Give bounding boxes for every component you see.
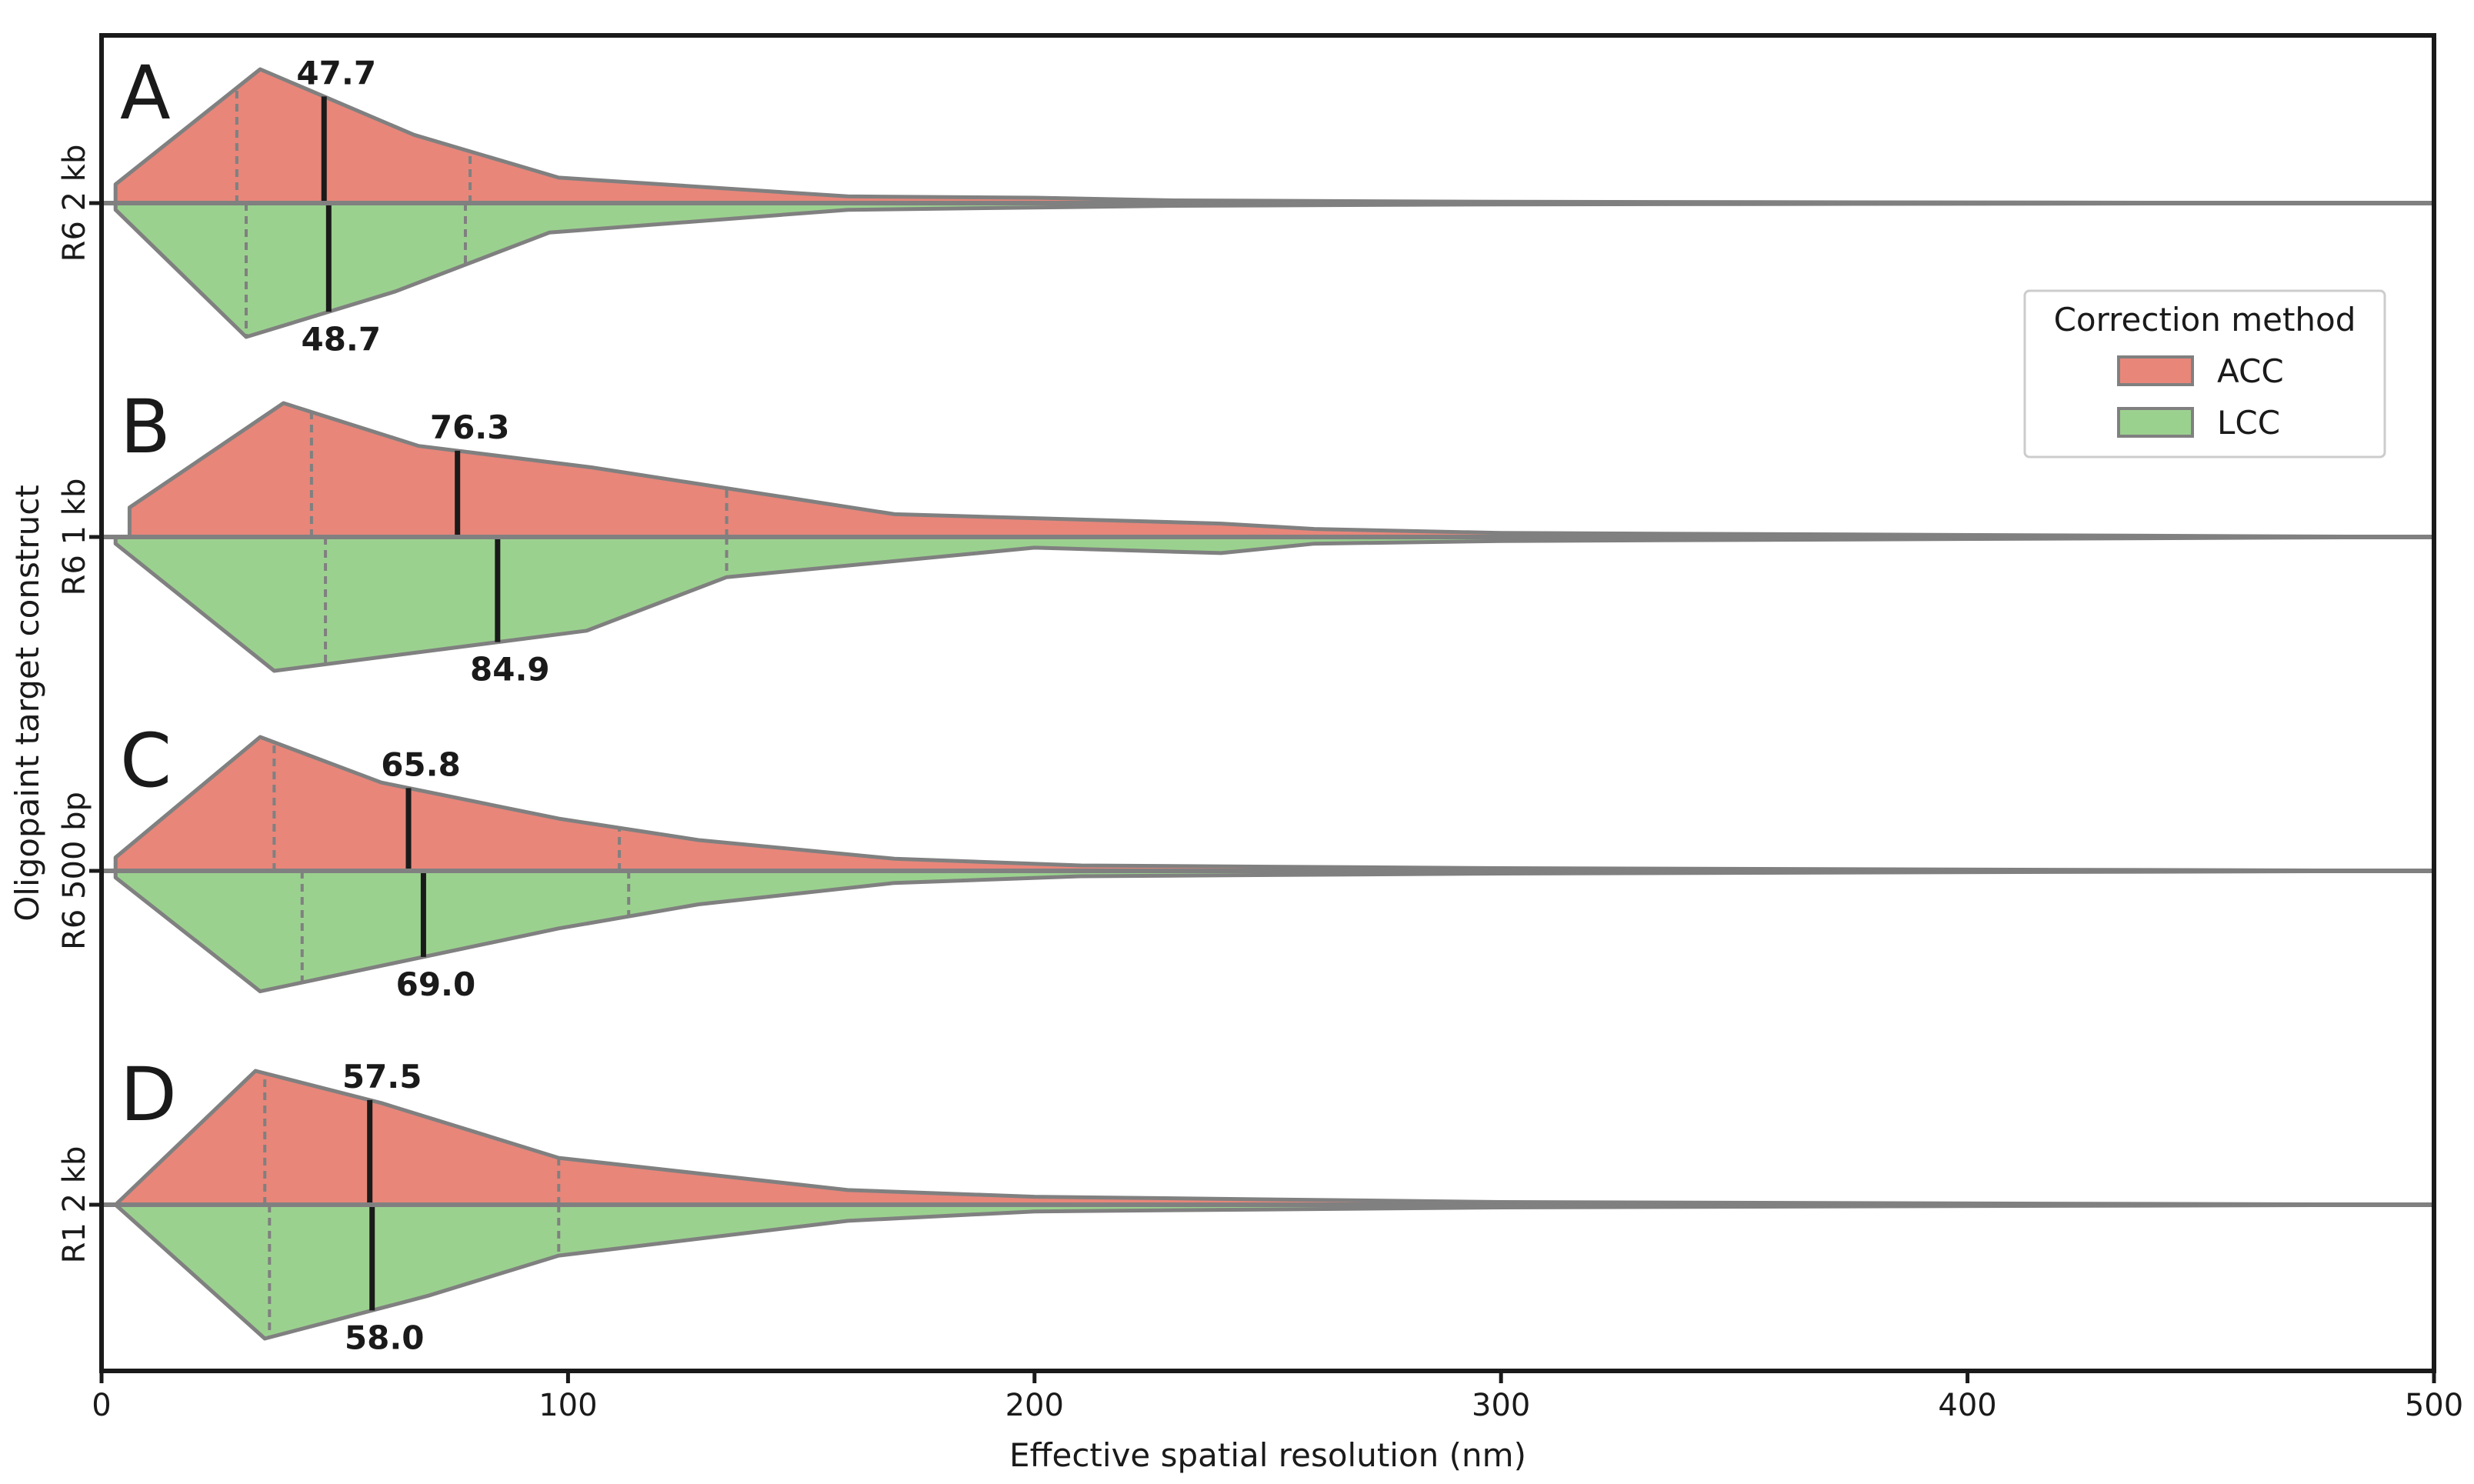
violin-r6-1-kb: 76.3 84.9 B	[102, 384, 2436, 689]
panel-letter: B	[120, 384, 171, 470]
legend-frame	[2023, 289, 2386, 459]
acc-median-label: 76.3	[430, 409, 510, 446]
legend-swatch-lcc	[2117, 407, 2194, 438]
acc-median-label: 57.5	[342, 1058, 422, 1095]
violin-r6-500-bp: 65.8 69.0 C	[102, 718, 2436, 1003]
y-tick-label: R6 500 bp	[57, 792, 92, 950]
x-tick-label: 100	[538, 1388, 597, 1423]
x-tick-label: 400	[1938, 1388, 1996, 1423]
y-axis-label: Oligopaint target construct	[8, 485, 46, 922]
lcc-median-label: 69.0	[396, 965, 476, 1003]
y-tick-label: R6 2 kb	[57, 145, 92, 262]
panel-letter: C	[120, 718, 172, 804]
legend-title: Correction method	[2054, 301, 2356, 338]
lcc-median-label: 48.7	[301, 320, 381, 358]
y-tick-label: R6 1 kb	[57, 479, 92, 596]
axes-layer: R6 2 kb R6 1 kb R6 500 bp R1 2 kb 0 100 200 300…	[57, 145, 2463, 1423]
lcc-median-label: 58.0	[345, 1319, 425, 1356]
legend: Correction method ACC LCC	[2023, 289, 2386, 459]
y-tick-label: R1 2 kb	[57, 1146, 92, 1264]
violin-acc-half	[127, 401, 2436, 539]
plot-frame	[99, 33, 2436, 1373]
violin-r6-2-kb: 47.7 48.7 A	[102, 50, 2436, 358]
violin-acc-half	[113, 1069, 2436, 1207]
violins-layer: 47.7 48.7 A 76.3 84.9 B 65.8 69.0 C 57.5 58.0 D	[102, 50, 2436, 1356]
x-tick-label: 500	[2405, 1388, 2463, 1423]
acc-median-label: 65.8	[381, 745, 461, 783]
x-axis-label: Effective spatial resolution (nm)	[1009, 1436, 1526, 1474]
violin-r1-2-kb: 57.5 58.0 D	[102, 1052, 2436, 1356]
violin-lcc-half	[113, 535, 2436, 673]
panel-letter: A	[120, 50, 171, 136]
violin-lcc-half	[113, 1202, 2436, 1341]
legend-swatch-acc	[2117, 355, 2194, 386]
lcc-median-label: 84.9	[470, 651, 550, 689]
x-tick-label: 200	[1005, 1388, 1064, 1423]
legend-label-lcc: LCC	[2217, 404, 2280, 442]
acc-median-label: 47.7	[296, 54, 376, 92]
violin-acc-half	[113, 735, 2436, 873]
legend-label-acc: ACC	[2217, 352, 2284, 390]
x-tick-label: 300	[1472, 1388, 1530, 1423]
x-tick-label: 0	[92, 1388, 111, 1423]
violin-acc-half	[113, 67, 2436, 205]
panel-letter: D	[120, 1052, 177, 1138]
